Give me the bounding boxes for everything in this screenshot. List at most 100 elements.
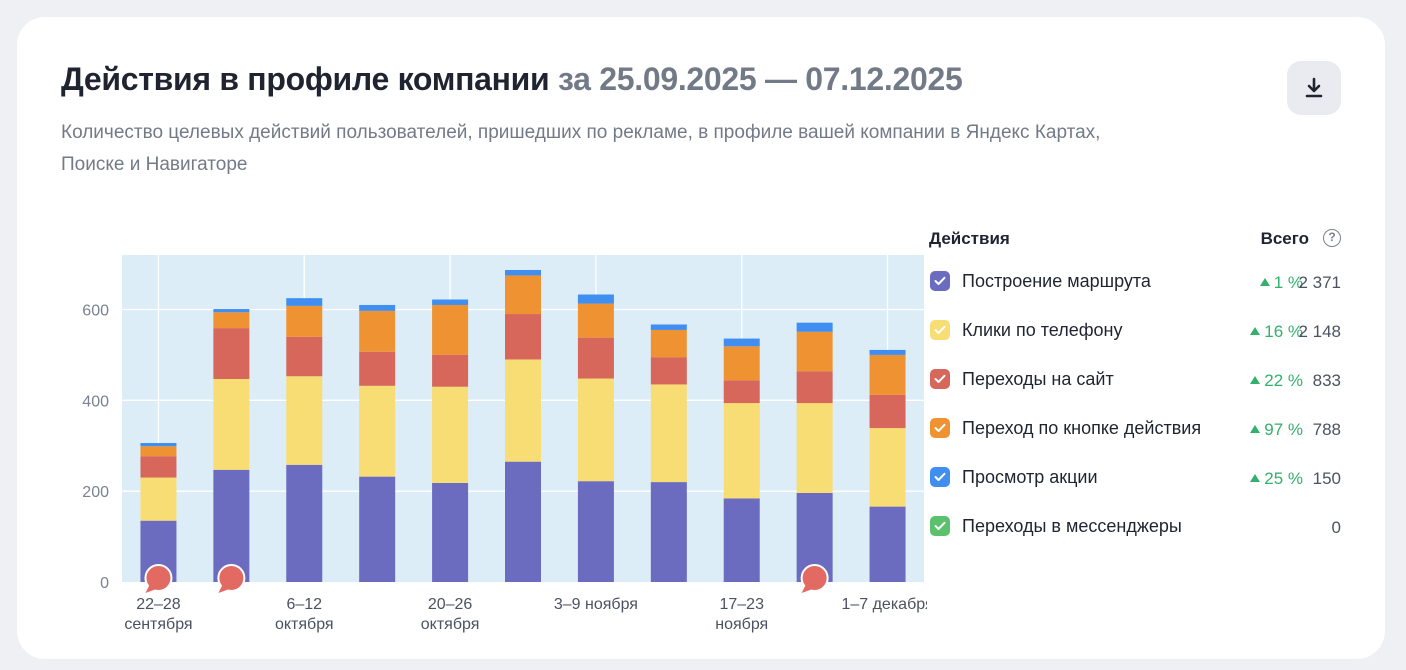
bar-segment <box>577 481 614 582</box>
bar-segment <box>213 378 250 470</box>
legend-total: 833 <box>1312 371 1341 390</box>
legend-checkbox[interactable] <box>930 369 950 389</box>
triangle-up-icon <box>1250 327 1261 335</box>
legend-item[interactable]: Клики по телефону 16 % 2 148 <box>929 320 1343 369</box>
x-tick-label: октября <box>421 616 480 633</box>
bar-segment <box>432 482 469 582</box>
event-marker-tail <box>145 585 157 593</box>
check-icon <box>934 276 946 285</box>
x-tick-label: 22–28 <box>136 596 181 613</box>
legend-item[interactable]: Построение маршрута 1 % 2 371 <box>929 271 1343 320</box>
check-icon <box>934 472 946 481</box>
bar-segment <box>213 309 250 313</box>
x-tick-label: 3–9 ноября <box>554 596 638 613</box>
legend-total: 788 <box>1312 420 1341 439</box>
bar-segment <box>505 359 541 462</box>
bar-segment <box>286 305 323 337</box>
x-tick-label: октября <box>275 616 334 633</box>
bar-segment <box>723 338 760 347</box>
page-title: Действия в профиле компании за 25.09.202… <box>61 61 963 98</box>
help-button[interactable]: ? <box>1323 229 1341 247</box>
bar-segment <box>505 461 541 582</box>
bar-segment <box>213 312 250 329</box>
x-tick-label: 20–26 <box>428 596 473 613</box>
bar-segment <box>505 269 541 276</box>
event-marker[interactable] <box>217 564 246 593</box>
bar-segment <box>505 275 541 315</box>
legend-actions-header: Действия <box>929 229 1010 248</box>
event-marker-tail <box>801 585 813 593</box>
bar-segment <box>505 314 541 360</box>
bar-segment <box>723 403 760 499</box>
legend-label: Переходы в мессенджеры <box>962 516 1182 536</box>
event-marker-tail <box>218 585 230 593</box>
bar-segment <box>650 357 687 385</box>
legend-item[interactable]: Просмотр акции 25 % 150 <box>929 467 1343 516</box>
bar-segment <box>286 298 323 306</box>
legend-change-value: 16 % <box>1264 322 1303 341</box>
triangle-up-icon <box>1259 278 1270 286</box>
triangle-up-icon <box>1250 376 1261 384</box>
event-marker-icon <box>144 564 173 592</box>
bar-segment <box>140 443 177 447</box>
legend-change: 16 % <box>1250 322 1303 342</box>
bar-segment <box>140 477 177 521</box>
y-tick-label: 200 <box>82 484 109 501</box>
legend-change-value: 22 % <box>1264 371 1303 390</box>
bar-segment <box>577 294 614 304</box>
bar-segment <box>577 378 614 482</box>
legend-label: Построение маршрута <box>962 271 1151 291</box>
actions-card: Действия в профиле компании за 25.09.202… <box>17 17 1385 659</box>
x-tick-label: 6–12 <box>286 596 322 613</box>
bar-segment <box>359 304 396 311</box>
download-icon <box>1305 77 1323 98</box>
event-marker[interactable] <box>800 564 829 593</box>
check-icon <box>934 325 946 334</box>
bar-segment <box>432 386 469 483</box>
legend-total: 2 371 <box>1298 273 1341 292</box>
question-circle-icon: ? <box>1323 229 1341 247</box>
legend-checkbox[interactable] <box>930 467 950 487</box>
legend-label: Переходы на сайт <box>962 369 1114 389</box>
legend-total: 2 148 <box>1298 322 1341 341</box>
bar-segment <box>650 482 687 582</box>
y-tick-label: 0 <box>100 575 109 592</box>
legend-item[interactable]: Переходы в мессенджеры 0 <box>929 516 1343 565</box>
bar-segment <box>869 506 906 582</box>
bar-segment <box>140 446 177 457</box>
legend-item[interactable]: Переходы на сайт 22 % 833 <box>929 369 1343 418</box>
legend-item[interactable]: Переход по кнопке действия 97 % 788 <box>929 418 1343 467</box>
bar-segment <box>286 336 323 377</box>
legend-change: 25 % <box>1250 469 1303 489</box>
bar-segment <box>650 324 687 330</box>
date-range: за 25.09.2025 — 07.12.2025 <box>557 61 963 97</box>
bar-segment <box>796 371 833 404</box>
legend-checkbox[interactable] <box>930 271 950 291</box>
bar-segment <box>869 354 906 395</box>
y-tick-label: 600 <box>82 303 109 320</box>
bar-segment <box>796 331 833 372</box>
bar-segment <box>359 310 396 352</box>
bar-segment <box>359 351 396 386</box>
event-marker-icon <box>800 564 829 592</box>
event-marker[interactable] <box>144 564 173 593</box>
legend-checkbox[interactable] <box>930 320 950 340</box>
bar-segment <box>359 385 396 477</box>
event-marker-icon <box>217 564 246 592</box>
legend-checkbox[interactable] <box>930 516 950 536</box>
legend-label: Просмотр акции <box>962 467 1098 487</box>
bar-segment <box>723 380 760 404</box>
legend-change: 97 % <box>1250 420 1303 440</box>
legend-change: 22 % <box>1250 371 1303 391</box>
bar-segment <box>869 394 906 429</box>
legend-checkbox[interactable] <box>930 418 950 438</box>
bar-segment <box>213 469 250 582</box>
bar-segment <box>286 464 323 582</box>
legend-total: 150 <box>1312 469 1341 488</box>
legend-total-header: Всего <box>1260 229 1309 248</box>
bar-segment <box>869 349 906 355</box>
legend-change-value: 97 % <box>1264 420 1303 439</box>
bar-segment <box>432 354 469 387</box>
bar-segment <box>869 428 906 507</box>
download-button[interactable] <box>1287 61 1341 115</box>
